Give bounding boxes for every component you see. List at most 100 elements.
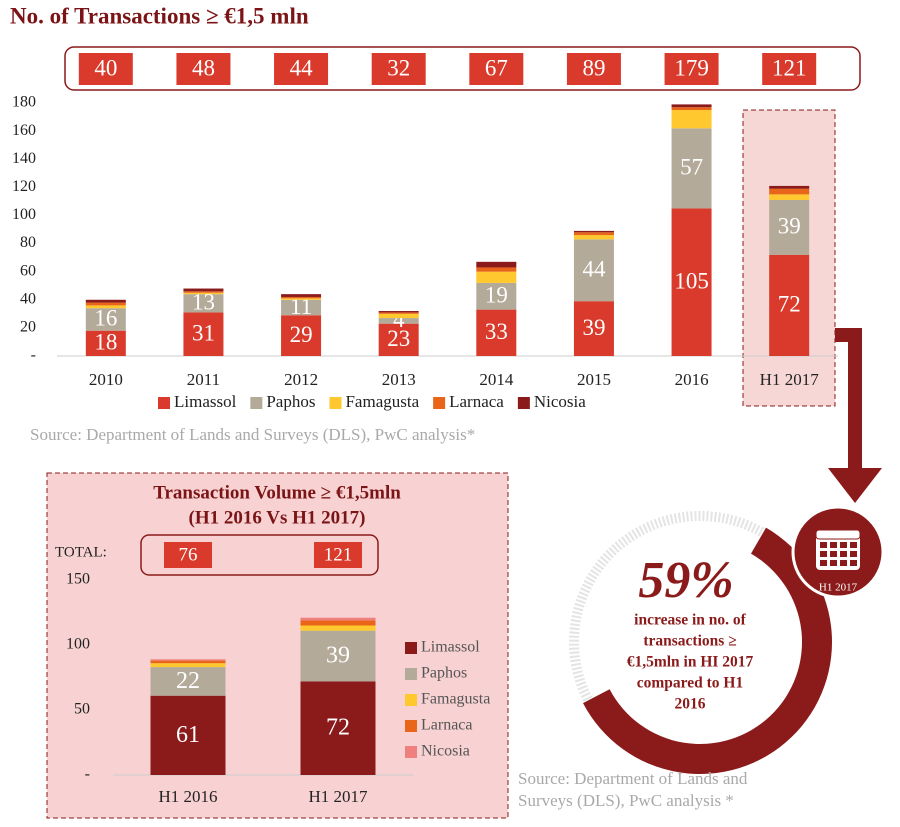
bar-segment <box>85 302 126 306</box>
calendar-cell <box>850 542 857 548</box>
total-label: 32 <box>387 55 410 80</box>
x-tick-label: H1 2016 <box>158 787 217 806</box>
total-box <box>566 53 621 85</box>
legend-swatch <box>433 397 446 409</box>
bar-segment <box>476 282 517 310</box>
data-label: 39 <box>582 315 605 340</box>
callout-text: compared to H1 <box>637 675 743 692</box>
bar-segment <box>378 318 419 324</box>
total-box <box>78 53 133 85</box>
bar-segment <box>378 312 419 314</box>
bar-segment <box>769 254 810 356</box>
legend-label: Famagusta <box>421 691 490 708</box>
highlight-box <box>742 109 836 407</box>
bar-segment <box>671 107 712 111</box>
total-label: 89 <box>582 55 605 80</box>
bar-segment <box>150 660 226 664</box>
bar-segment <box>573 301 614 356</box>
y-tick-label: 100 <box>12 206 36 223</box>
total-label: 179 <box>674 55 709 80</box>
legend-label: Limassol <box>421 639 480 656</box>
bar-segment <box>183 292 224 295</box>
calendar-cell <box>820 560 827 566</box>
legend-label: Larnaca <box>421 717 473 734</box>
totals-label: TOTAL: <box>55 544 107 560</box>
bar-segment <box>378 323 419 356</box>
data-label: 31 <box>192 320 215 345</box>
y-tick-label: - <box>85 766 90 783</box>
panel <box>46 472 509 819</box>
total-box <box>762 53 817 85</box>
bar-segment <box>300 625 376 631</box>
legend-swatch <box>250 397 263 409</box>
bar-segment <box>150 663 226 668</box>
calendar-header <box>815 529 861 540</box>
data-label: 44 <box>582 257 606 282</box>
bar-segment <box>85 305 126 309</box>
bar-segment <box>85 299 126 303</box>
data-label: 57 <box>680 155 703 180</box>
data-label: 72 <box>326 715 350 741</box>
x-tick-label: 2010 <box>89 370 123 389</box>
bar-segment <box>476 267 517 272</box>
legend-label: Paphos <box>421 665 467 682</box>
bar-segment <box>183 312 224 356</box>
calendar-cell <box>830 551 837 557</box>
y-tick-label: 60 <box>20 262 36 279</box>
totals-box <box>140 534 379 576</box>
data-label: 18 <box>94 330 117 355</box>
bar-segment <box>300 681 376 775</box>
legend-swatch <box>405 694 417 706</box>
y-tick-label: 140 <box>12 150 36 167</box>
total-label: 40 <box>94 55 117 80</box>
bar-segment <box>300 630 376 682</box>
bar-segment <box>769 185 810 189</box>
data-label: 16 <box>94 306 117 331</box>
legend-label: Nicosia <box>421 743 470 760</box>
source: Surveys (DLS), PwC analysis * <box>518 791 734 810</box>
x-tick-label: 2012 <box>284 370 318 389</box>
data-label: 4 <box>393 307 405 332</box>
calendar-cell <box>840 560 847 566</box>
legend-swatch <box>405 720 417 732</box>
bar-segment <box>573 232 614 236</box>
bar-segment <box>476 309 517 356</box>
calendar-cell <box>820 551 827 557</box>
badge-label: H1 2017 <box>819 582 858 594</box>
bar-segment <box>281 296 322 299</box>
x-tick-label: H1 2017 <box>308 787 368 806</box>
bar-segment <box>85 308 126 331</box>
bar-segment <box>183 294 224 313</box>
data-label: 61 <box>176 722 200 748</box>
legend-swatch <box>405 642 417 654</box>
legend-swatch <box>405 746 417 758</box>
total-box <box>469 53 524 85</box>
bar-segment <box>150 667 226 696</box>
x-tick-label: 2011 <box>187 370 220 389</box>
x-tick-label: 2013 <box>382 370 416 389</box>
source: Source: Department of Lands and Surveys … <box>30 425 475 444</box>
data-label: 39 <box>326 643 350 669</box>
y-tick-label: 100 <box>66 636 90 653</box>
total-label: 121 <box>772 55 807 80</box>
data-label: 72 <box>778 292 801 317</box>
calendar-cell <box>850 551 857 557</box>
legend-label: Larnaca <box>449 392 504 411</box>
y-tick-label: 160 <box>12 122 36 139</box>
arrow <box>835 328 862 470</box>
legend-label: Limassol <box>174 392 237 411</box>
bar-segment <box>378 313 419 319</box>
legend-label: Paphos <box>266 392 315 411</box>
data-label: 22 <box>176 668 200 694</box>
y-tick-label: 50 <box>74 701 90 718</box>
bar-segment <box>300 620 376 626</box>
total-box <box>274 53 329 85</box>
bar-segment <box>476 271 517 283</box>
data-label: 23 <box>387 326 410 351</box>
x-tick-label: 2016 <box>675 370 709 389</box>
bar-segment <box>183 291 224 293</box>
legend-swatch <box>329 397 342 409</box>
bar-segment <box>378 311 419 313</box>
data-label: 29 <box>290 322 313 347</box>
chart-title: Transaction Volume ≥ €1,5mln <box>153 482 401 503</box>
